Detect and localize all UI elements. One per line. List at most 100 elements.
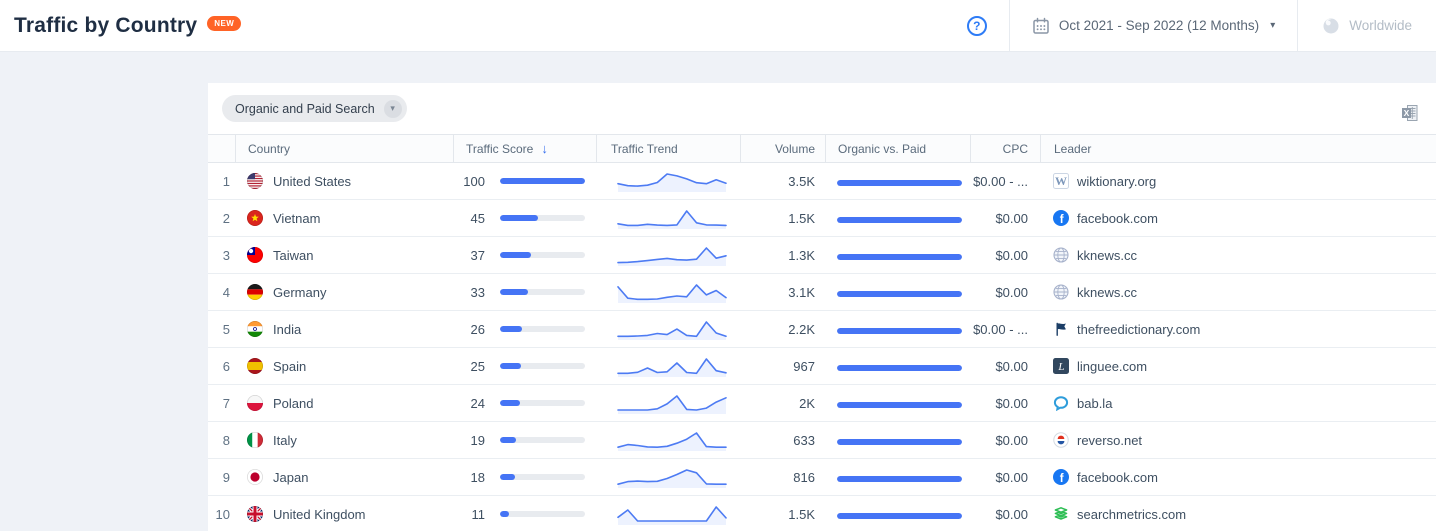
leader-domain-link[interactable]: reverso.net [1077, 432, 1143, 448]
traffic-score-value: 18 [470, 469, 485, 485]
country-cell: India [235, 321, 453, 337]
traffic-score-value: 26 [470, 321, 485, 337]
svg-text:f: f [1060, 473, 1064, 485]
traffic-score-bar [500, 400, 585, 406]
row-rank: 10 [215, 506, 230, 522]
leader-domain-link[interactable]: thefreedictionary.com [1077, 321, 1201, 337]
chevron-down-icon: ▾ [1270, 20, 1276, 31]
leader-domain-link[interactable]: bab.la [1077, 395, 1113, 411]
cpc-value: $0.00 - ... [973, 321, 1028, 337]
traffic-score-cell: 11 [453, 507, 596, 522]
volume-value: 1.5K [788, 210, 815, 226]
country-name: Vietnam [273, 210, 321, 226]
country-name: Taiwan [273, 247, 314, 263]
table-row: 9 Japan 18 816 $0.00 f facebook.com [208, 459, 1436, 496]
row-rank: 9 [222, 469, 230, 485]
organic-vs-paid-bar [837, 216, 962, 223]
leader-domain-link[interactable]: searchmetrics.com [1077, 506, 1187, 522]
country-name: United States [273, 173, 352, 189]
globe-icon [1322, 17, 1340, 35]
leader-favicon [1053, 321, 1069, 337]
region-label: Worldwide [1349, 18, 1412, 33]
row-rank: 5 [222, 321, 230, 337]
country-flag-icon [247, 432, 263, 448]
traffic-score-bar [500, 252, 585, 258]
leader-cell: f facebook.com [1040, 469, 1436, 485]
row-rank: 1 [222, 173, 230, 189]
leader-domain-link[interactable]: facebook.com [1077, 469, 1158, 485]
help-icon[interactable]: ? [966, 15, 987, 36]
volume-value: 3.1K [788, 284, 815, 300]
traffic-score-value: 33 [470, 284, 485, 300]
leader-cell: kknews.cc [1040, 284, 1436, 300]
traffic-score-value: 25 [470, 358, 485, 374]
organic-vs-paid-bar [837, 327, 962, 334]
leader-domain-link[interactable]: kknews.cc [1077, 247, 1137, 263]
organic-vs-paid-bar [837, 364, 962, 371]
country-flag-icon [247, 173, 263, 189]
traffic-score-bar [500, 178, 585, 184]
svg-text:X: X [1404, 108, 1410, 118]
cpc-value: $0.00 [995, 469, 1028, 485]
organic-vs-paid-bar [837, 401, 962, 408]
date-range-selector[interactable]: Oct 2021 - Sep 2022 (12 Months) ▾ [1010, 0, 1297, 51]
cpc-value: $0.00 [995, 210, 1028, 226]
leader-cell: L linguee.com [1040, 358, 1436, 374]
organic-vs-paid-cell [825, 507, 970, 522]
leader-cell: kknews.cc [1040, 247, 1436, 263]
column-header-country: Country [235, 135, 453, 162]
traffic-score-bar [500, 511, 585, 517]
organic-vs-paid-bar [837, 179, 962, 186]
country-flag-icon [247, 506, 263, 522]
traffic-score-value: 11 [471, 506, 486, 522]
svg-text:f: f [1060, 214, 1064, 226]
country-flag-icon [247, 358, 263, 374]
country-name: India [273, 321, 302, 337]
cpc-value: $0.00 [995, 247, 1028, 263]
leader-domain-link[interactable]: kknews.cc [1077, 284, 1137, 300]
country-flag-icon [247, 284, 263, 300]
column-header-organic-vs-paid: Organic vs. Paid [825, 135, 970, 162]
country-name: Spain [273, 358, 307, 374]
leader-domain-link[interactable]: facebook.com [1077, 210, 1158, 226]
filter-chip[interactable]: Organic and Paid Search ▾ [222, 95, 407, 122]
traffic-score-bar [500, 437, 585, 443]
svg-text:L: L [1057, 361, 1064, 373]
country-cell: Italy [235, 432, 453, 448]
column-header-traffic-score[interactable]: Traffic Score ↓ [453, 135, 596, 162]
filter-chip-label: Organic and Paid Search [235, 101, 375, 116]
row-rank: 3 [222, 247, 230, 263]
volume-value: 816 [793, 469, 815, 485]
traffic-trend-sparkline [596, 316, 740, 342]
leader-cell: reverso.net [1040, 432, 1436, 448]
leader-favicon [1053, 284, 1069, 300]
country-flag-icon [247, 395, 263, 411]
row-rank: 8 [222, 432, 230, 448]
leader-favicon: f [1053, 210, 1069, 226]
traffic-score-cell: 45 [453, 211, 596, 226]
traffic-score-value: 24 [470, 395, 485, 411]
volume-value: 967 [793, 358, 815, 374]
traffic-score-value: 37 [470, 247, 485, 263]
leader-cell: searchmetrics.com [1040, 506, 1436, 522]
traffic-score-cell: 25 [453, 359, 596, 374]
cpc-value: $0.00 [995, 432, 1028, 448]
export-excel-icon[interactable]: X [1400, 103, 1420, 123]
organic-vs-paid-bar [837, 512, 962, 519]
country-cell: Spain [235, 358, 453, 374]
leader-domain-link[interactable]: wiktionary.org [1077, 173, 1157, 189]
chevron-down-icon: ▾ [383, 99, 402, 118]
leader-favicon: f [1053, 469, 1069, 485]
column-header-leader: Leader [1040, 135, 1436, 162]
cpc-value: $0.00 [995, 358, 1028, 374]
table-header: Country Traffic Score ↓ Traffic Trend Vo… [208, 134, 1436, 163]
organic-vs-paid-cell [825, 174, 970, 189]
country-flag-icon [247, 321, 263, 337]
card-toolbar: Organic and Paid Search ▾ X [208, 83, 1436, 134]
cpc-value: $0.00 [995, 284, 1028, 300]
leader-domain-link[interactable]: linguee.com [1077, 358, 1148, 374]
country-name: Japan [273, 469, 309, 485]
leader-favicon: W [1053, 173, 1069, 189]
traffic-score-cell: 26 [453, 322, 596, 337]
traffic-score-cell: 18 [453, 470, 596, 485]
